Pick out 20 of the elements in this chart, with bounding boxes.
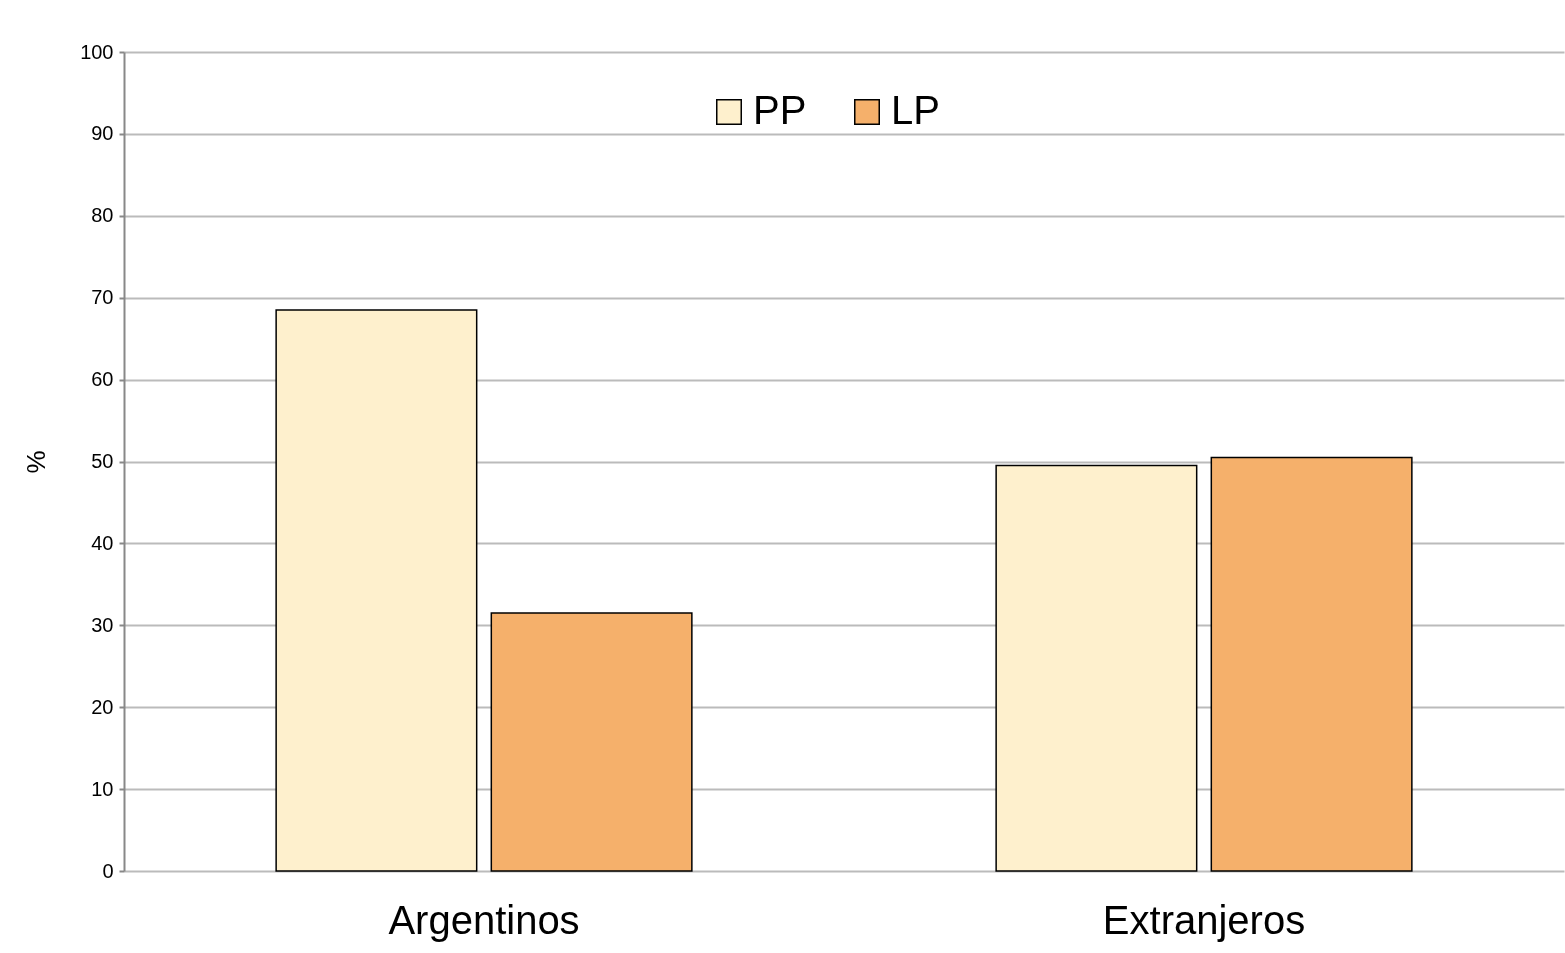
y-axis-title: % xyxy=(21,450,52,474)
y-tick-label: 0 xyxy=(102,859,114,882)
y-tick-label: 90 xyxy=(91,122,114,145)
y-tick-label: 70 xyxy=(91,286,114,309)
y-tick-label: 100 xyxy=(80,40,114,63)
y-tick-label: 10 xyxy=(91,777,114,800)
bar xyxy=(275,309,478,872)
y-tick-label: 30 xyxy=(91,613,114,636)
y-tick-label: 50 xyxy=(91,450,114,472)
bar xyxy=(490,612,693,872)
x-tick-label: Extranjeros xyxy=(1102,897,1306,942)
y-tick-label: 60 xyxy=(91,368,114,391)
y-tick-label: 20 xyxy=(91,695,114,718)
legend-label: PP xyxy=(753,88,807,132)
bar xyxy=(1210,456,1413,872)
y-tick-label: 80 xyxy=(91,204,114,227)
legend-label: LP xyxy=(891,88,940,132)
x-tick-label: Argentinos xyxy=(388,897,580,942)
bar xyxy=(995,464,1198,872)
y-tick-label: 40 xyxy=(91,531,114,554)
